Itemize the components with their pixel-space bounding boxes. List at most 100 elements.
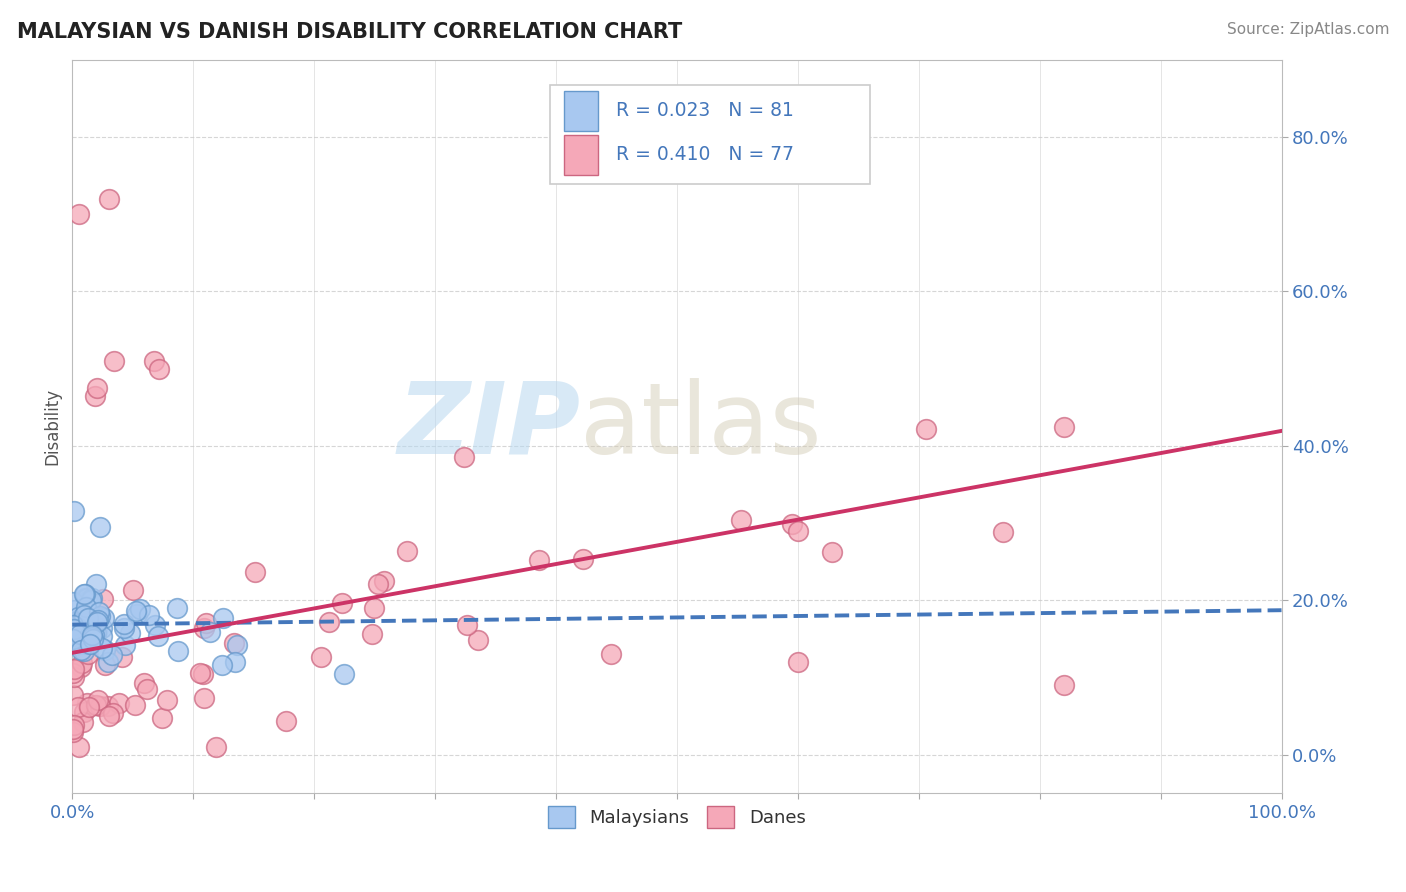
- Point: [65, 622, 87, 636]
- Point: [367, 577, 389, 591]
- Point: [67, 700, 90, 714]
- Point: [83, 628, 105, 642]
- Text: MALAYSIAN VS DANISH DISABILITY CORRELATION CHART: MALAYSIAN VS DANISH DISABILITY CORRELATI…: [17, 22, 682, 42]
- Point: [97, 192, 120, 206]
- Point: [69, 659, 91, 673]
- Text: Source: ZipAtlas.com: Source: ZipAtlas.com: [1226, 22, 1389, 37]
- Point: [67, 207, 90, 221]
- Point: [529, 553, 551, 567]
- Point: [63, 626, 86, 640]
- Bar: [564, 135, 599, 175]
- Point: [76, 629, 98, 643]
- Point: [142, 354, 165, 368]
- Point: [63, 662, 86, 676]
- Point: [363, 601, 385, 615]
- Point: [332, 596, 354, 610]
- Point: [600, 647, 623, 661]
- Point: [134, 676, 156, 690]
- Point: [396, 543, 419, 558]
- Point: [111, 649, 134, 664]
- Point: [62, 632, 84, 647]
- Point: [77, 637, 100, 651]
- Point: [90, 629, 112, 643]
- Point: [121, 583, 143, 598]
- Point: [80, 628, 103, 642]
- Point: [200, 624, 222, 639]
- Point: [79, 637, 101, 651]
- Point: [993, 525, 1015, 540]
- Point: [90, 641, 112, 656]
- Point: [75, 587, 97, 601]
- Point: [127, 607, 149, 622]
- Point: [63, 718, 86, 732]
- Legend: Malaysians, Danes: Malaysians, Danes: [541, 799, 813, 836]
- Point: [224, 636, 246, 650]
- Point: [212, 610, 235, 624]
- FancyBboxPatch shape: [550, 86, 870, 185]
- Point: [1053, 420, 1076, 434]
- Point: [166, 601, 188, 615]
- Point: [786, 655, 808, 669]
- Point: [86, 624, 108, 638]
- Point: [65, 620, 87, 634]
- Point: [125, 604, 148, 618]
- Point: [89, 520, 111, 534]
- Point: [114, 638, 136, 652]
- Point: [453, 450, 475, 465]
- Point: [69, 632, 91, 646]
- Point: [84, 576, 107, 591]
- Point: [97, 709, 120, 723]
- Point: [915, 421, 938, 435]
- Point: [72, 715, 94, 730]
- Point: [150, 711, 173, 725]
- Bar: [564, 91, 599, 131]
- Point: [146, 629, 169, 643]
- Point: [73, 591, 96, 606]
- Point: [77, 633, 100, 648]
- Point: [72, 706, 94, 720]
- Point: [63, 622, 86, 636]
- Point: [138, 607, 160, 622]
- Point: [79, 699, 101, 714]
- Point: [87, 613, 110, 627]
- Point: [84, 388, 107, 402]
- Point: [62, 670, 84, 684]
- Point: [204, 739, 226, 754]
- Point: [93, 611, 115, 625]
- Point: [97, 699, 120, 714]
- Point: [129, 601, 152, 615]
- Text: R = 0.023   N = 81: R = 0.023 N = 81: [616, 102, 794, 120]
- Point: [224, 655, 246, 669]
- Point: [66, 609, 89, 624]
- Point: [73, 586, 96, 600]
- Point: [62, 666, 84, 681]
- Point: [114, 621, 136, 635]
- Point: [572, 552, 595, 566]
- Point: [786, 524, 808, 538]
- Point: [75, 599, 97, 614]
- Point: [73, 607, 96, 622]
- Point: [72, 607, 94, 622]
- Point: [76, 606, 98, 620]
- Point: [166, 643, 188, 657]
- Point: [97, 655, 120, 669]
- Point: [456, 618, 478, 632]
- Point: [84, 625, 107, 640]
- Point: [730, 513, 752, 527]
- Point: [73, 644, 96, 658]
- Point: [89, 699, 111, 714]
- Point: [86, 381, 108, 395]
- Point: [135, 681, 157, 696]
- Point: [72, 644, 94, 658]
- Point: [69, 612, 91, 626]
- Point: [79, 607, 101, 622]
- Point: [89, 609, 111, 624]
- Point: [211, 657, 233, 672]
- Point: [274, 714, 297, 728]
- Point: [821, 545, 844, 559]
- Point: [82, 591, 104, 605]
- Point: [333, 666, 356, 681]
- Point: [80, 631, 103, 645]
- Point: [373, 574, 395, 588]
- Point: [77, 611, 100, 625]
